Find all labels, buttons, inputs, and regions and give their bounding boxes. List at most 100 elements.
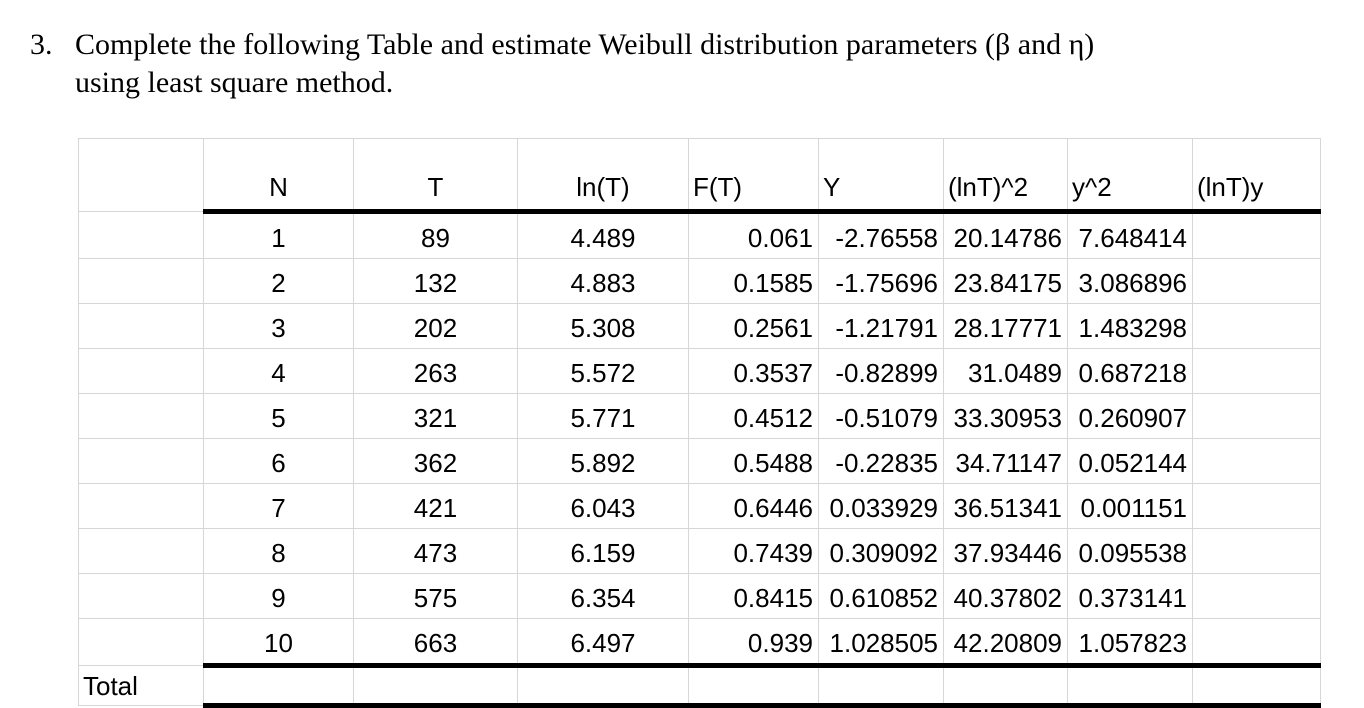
- table-body: 1 89 4.489 0.061 -2.76558 20.14786 7.648…: [78, 211, 1321, 668]
- cell-n: 10: [203, 618, 354, 668]
- cell-t: 575: [353, 573, 518, 619]
- header-lnt-sq: (lnT)^2: [943, 138, 1068, 214]
- table-row: 9 575 6.354 0.8415 0.610852 40.37802 0.3…: [78, 573, 1321, 619]
- cell-y: -2.76558: [818, 211, 944, 259]
- cell-lnt-sq: 34.71147: [943, 438, 1068, 484]
- cell-spacer: [78, 618, 204, 666]
- cell-lnt-y: [1192, 393, 1321, 439]
- cell-y-sq: 3.086896: [1067, 258, 1193, 304]
- cell-y-sq: 0.001151: [1067, 483, 1193, 529]
- cell-y: -1.21791: [818, 303, 944, 349]
- table-row: 2 132 4.883 0.1585 -1.75696 23.84175 3.0…: [78, 258, 1321, 304]
- total-ln-t-cell: [517, 665, 689, 708]
- cell-spacer: [78, 528, 204, 574]
- cell-y: 1.028505: [818, 618, 944, 668]
- cell-t: 421: [353, 483, 518, 529]
- cell-n: 2: [203, 258, 354, 304]
- header-y: Y: [818, 138, 944, 214]
- cell-t: 362: [353, 438, 518, 484]
- cell-n: 1: [203, 211, 354, 259]
- cell-ln-t: 6.497: [517, 618, 689, 668]
- cell-lnt-y: [1192, 258, 1321, 304]
- table-row: 6 362 5.892 0.5488 -0.22835 34.71147 0.0…: [78, 438, 1321, 484]
- cell-y: -0.51079: [818, 393, 944, 439]
- problem-text: Complete the following Table and estimat…: [75, 26, 1230, 102]
- total-n-cell: [203, 665, 354, 708]
- cell-n: 7: [203, 483, 354, 529]
- table-row: 1 89 4.489 0.061 -2.76558 20.14786 7.648…: [78, 211, 1321, 259]
- cell-spacer: [78, 393, 204, 439]
- total-t-cell: [353, 665, 518, 708]
- cell-t: 473: [353, 528, 518, 574]
- cell-spacer: [78, 483, 204, 529]
- total-f-t-cell: [688, 665, 819, 708]
- cell-ln-t: 4.883: [517, 258, 689, 304]
- cell-f-t: 0.3537: [688, 348, 819, 394]
- cell-lnt-y: [1192, 528, 1321, 574]
- cell-y: -1.75696: [818, 258, 944, 304]
- problem-text-line1: Complete the following Table and estimat…: [75, 28, 1095, 61]
- cell-lnt-sq: 31.0489: [943, 348, 1068, 394]
- total-label: Total: [78, 665, 204, 706]
- cell-y-sq: 1.483298: [1067, 303, 1193, 349]
- cell-y-sq: 0.095538: [1067, 528, 1193, 574]
- cell-f-t: 0.8415: [688, 573, 819, 619]
- cell-f-t: 0.061: [688, 211, 819, 259]
- cell-f-t: 0.6446: [688, 483, 819, 529]
- cell-lnt-sq: 20.14786: [943, 211, 1068, 259]
- cell-ln-t: 5.308: [517, 303, 689, 349]
- table-row: 10 663 6.497 0.939 1.028505 42.20809 1.0…: [78, 618, 1321, 668]
- cell-y-sq: 0.687218: [1067, 348, 1193, 394]
- total-lnt-y-cell: [1192, 665, 1321, 708]
- cell-n: 6: [203, 438, 354, 484]
- cell-y: 0.610852: [818, 573, 944, 619]
- total-row: Total: [78, 665, 1321, 708]
- cell-n: 5: [203, 393, 354, 439]
- header-n: N: [203, 138, 354, 214]
- total-y-cell: [818, 665, 944, 708]
- cell-ln-t: 4.489: [517, 211, 689, 259]
- cell-lnt-sq: 40.37802: [943, 573, 1068, 619]
- header-f-t: F(T): [688, 138, 819, 214]
- cell-spacer: [78, 303, 204, 349]
- cell-ln-t: 6.354: [517, 573, 689, 619]
- cell-y-sq: 1.057823: [1067, 618, 1193, 668]
- cell-t: 321: [353, 393, 518, 439]
- cell-ln-t: 5.572: [517, 348, 689, 394]
- table-row: 5 321 5.771 0.4512 -0.51079 33.30953 0.2…: [78, 393, 1321, 439]
- cell-lnt-y: [1192, 438, 1321, 484]
- cell-t: 89: [353, 211, 518, 259]
- header-row: N T ln(T) F(T) Y (lnT)^2 y^2 (lnT)y: [78, 138, 1321, 214]
- problem-statement: 3. Complete the following Table and esti…: [30, 26, 1230, 102]
- cell-n: 4: [203, 348, 354, 394]
- cell-ln-t: 6.159: [517, 528, 689, 574]
- cell-lnt-y: [1192, 303, 1321, 349]
- cell-y-sq: 0.260907: [1067, 393, 1193, 439]
- header-ln-t: ln(T): [517, 138, 689, 214]
- cell-f-t: 0.5488: [688, 438, 819, 484]
- cell-lnt-y: [1192, 483, 1321, 529]
- cell-lnt-y: [1192, 211, 1321, 259]
- problem-text-line2: using least square method.: [75, 66, 394, 99]
- cell-y-sq: 0.052144: [1067, 438, 1193, 484]
- total-y-sq-cell: [1067, 665, 1193, 708]
- cell-t: 263: [353, 348, 518, 394]
- cell-y-sq: 7.648414: [1067, 211, 1193, 259]
- header-t: T: [353, 138, 518, 214]
- cell-t: 202: [353, 303, 518, 349]
- cell-ln-t: 5.892: [517, 438, 689, 484]
- header-y-sq: y^2: [1067, 138, 1193, 214]
- cell-y: -0.82899: [818, 348, 944, 394]
- cell-spacer: [78, 438, 204, 484]
- cell-n: 3: [203, 303, 354, 349]
- cell-spacer: [78, 348, 204, 394]
- cell-y: 0.309092: [818, 528, 944, 574]
- total-lnt-sq-cell: [943, 665, 1068, 708]
- cell-t: 663: [353, 618, 518, 668]
- cell-ln-t: 6.043: [517, 483, 689, 529]
- cell-f-t: 0.7439: [688, 528, 819, 574]
- cell-y: -0.22835: [818, 438, 944, 484]
- cell-ln-t: 5.771: [517, 393, 689, 439]
- table-row: 4 263 5.572 0.3537 -0.82899 31.0489 0.68…: [78, 348, 1321, 394]
- cell-lnt-y: [1192, 618, 1321, 668]
